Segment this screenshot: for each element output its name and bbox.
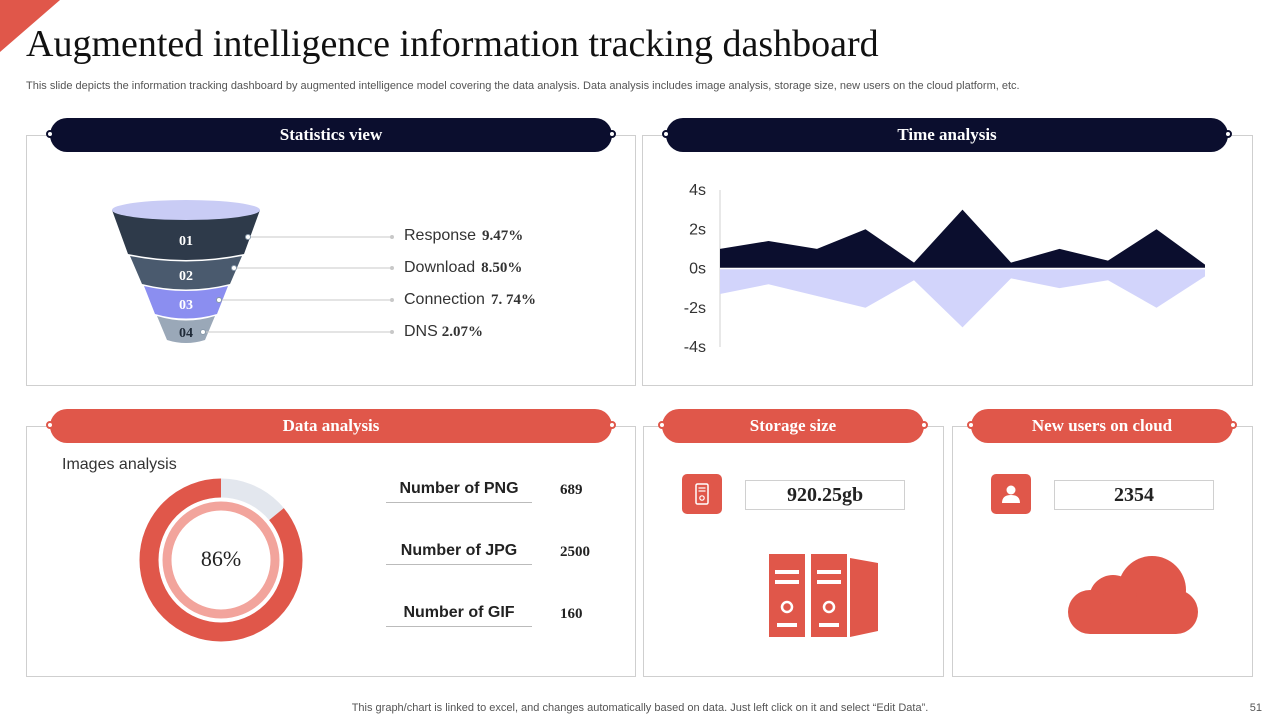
cloud-icon	[1068, 556, 1198, 634]
time-y-tick-label: 0s	[689, 261, 706, 278]
time-analysis-header-label: Time analysis	[897, 125, 997, 144]
hard-drive-icon	[682, 474, 722, 514]
donut-progress-arc	[139, 478, 303, 642]
new-users-value: 2354	[1054, 480, 1214, 510]
footer-note: This graph/chart is linked to excel, and…	[351, 702, 929, 714]
legend-label: Response	[404, 227, 477, 244]
header-dot-right	[1229, 421, 1237, 429]
connector-dot-02a	[231, 265, 237, 271]
metric-gif-value: 160	[560, 606, 583, 622]
metric-jpg-value: 2500	[560, 544, 590, 560]
time-y-tick-label: -2s	[684, 300, 706, 317]
legend-value: 9.47%	[482, 228, 524, 244]
metric-png-label: Number of PNG	[386, 480, 532, 503]
connector-dot-02b	[390, 266, 394, 270]
statistics-panel	[26, 135, 636, 386]
page-number: 51	[1249, 702, 1262, 714]
header-dot-right	[608, 130, 616, 138]
metric-jpg-label: Number of JPG	[386, 542, 532, 565]
donut-center	[173, 512, 269, 608]
time-y-tick-label: 4s	[689, 182, 706, 199]
server-icon	[769, 554, 878, 637]
connector-dot-03b	[390, 298, 394, 302]
user-icon	[991, 474, 1031, 514]
data-analysis-header-label: Data analysis	[282, 416, 380, 435]
funnel-layer-01	[112, 210, 260, 260]
corner-accent	[0, 0, 60, 52]
legend-download: Download 8.50%	[404, 259, 522, 277]
connector-dot-01a	[245, 234, 251, 240]
statistics-header-label: Statistics view	[279, 125, 383, 144]
hard-drive-glyph	[695, 483, 709, 505]
page-subtitle: This slide depicts the information track…	[26, 80, 1020, 92]
donut-inner-ring	[162, 501, 280, 619]
header-dot-right	[1224, 130, 1232, 138]
connector-dot-04a	[200, 329, 206, 335]
metric-gif-label: Number of GIF	[386, 604, 532, 627]
legend-dns: DNS 2.07%	[404, 323, 483, 341]
legend-label: Download	[404, 259, 476, 276]
legend-connection: Connection 7. 74%	[404, 291, 536, 309]
funnel-layer-04	[157, 316, 215, 343]
header-dot-right	[608, 421, 616, 429]
header-dot-left	[46, 421, 54, 429]
new-users-header-label: New users on cloud	[1031, 416, 1173, 435]
legend-label: DNS	[404, 323, 438, 340]
storage-header-label: Storage size	[749, 416, 837, 435]
time-y-tick-label: -4s	[684, 339, 706, 356]
storage-value: 920.25gb	[745, 480, 905, 510]
time-y-tick-label: 2s	[689, 221, 706, 238]
user-glyph	[1002, 485, 1020, 503]
funnel-layer-03	[144, 286, 228, 319]
data-analysis-panel	[26, 426, 636, 677]
header-dot-left	[46, 130, 54, 138]
header-dot-left	[967, 421, 975, 429]
header-dot-left	[662, 130, 670, 138]
header-dot-left	[658, 421, 666, 429]
data-analysis-header: Data analysis	[46, 409, 616, 443]
statistics-header: Statistics view	[46, 118, 616, 152]
storage-panel	[643, 426, 944, 677]
funnel-step-04: 04	[179, 326, 193, 341]
legend-value: 2.07%	[441, 324, 484, 340]
new-users-panel	[952, 426, 1253, 677]
funnel-step-03: 03	[179, 298, 193, 313]
storage-header: Storage size	[658, 409, 928, 443]
connector-dot-01b	[390, 235, 394, 239]
page-title: Augmented intelligence information track…	[26, 23, 879, 65]
time-area-series-1	[720, 209, 1205, 269]
funnel-layer-02	[130, 256, 242, 290]
connector-dot-03a	[216, 297, 222, 303]
legend-value: 7. 74%	[490, 292, 536, 308]
new-users-header: New users on cloud	[967, 409, 1237, 443]
legend-label: Connection	[404, 291, 485, 308]
time-analysis-header: Time analysis	[662, 118, 1232, 152]
legend-response: Response 9.47%	[404, 227, 523, 245]
connector-dot-04b	[390, 330, 394, 334]
funnel-top	[112, 200, 260, 220]
funnel-step-02: 02	[179, 269, 193, 284]
header-dot-right	[920, 421, 928, 429]
metric-png-value: 689	[560, 482, 583, 498]
legend-value: 8.50%	[481, 260, 523, 276]
images-analysis-label: Images analysis	[62, 456, 177, 473]
donut-percent: 86%	[200, 546, 242, 571]
funnel-step-01: 01	[179, 234, 193, 249]
time-area-series-2	[720, 268, 1205, 328]
